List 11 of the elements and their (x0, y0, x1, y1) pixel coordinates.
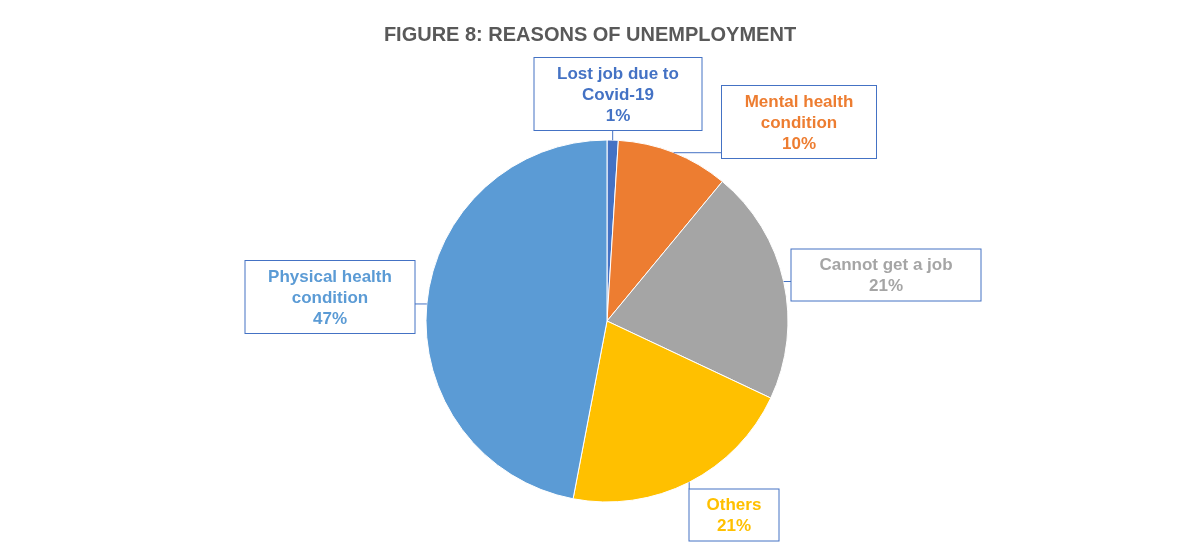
slice-label: Others (706, 495, 762, 515)
data-label: 21% (716, 516, 752, 536)
slice-label: Mental health condition (744, 91, 854, 132)
slice-label: Cannot get a job (819, 255, 953, 275)
slice-label: Physical health condition (268, 266, 392, 307)
data-label: 21% (868, 276, 904, 296)
data-label: 10% (781, 133, 817, 153)
slice-label: Lost job due to Covid-19 (557, 63, 679, 104)
chart-title: FIGURE 8: REASONS OF UNEMPLOYMENT (383, 23, 797, 45)
data-label: 1% (605, 105, 631, 125)
data-label: 47% (312, 308, 348, 328)
